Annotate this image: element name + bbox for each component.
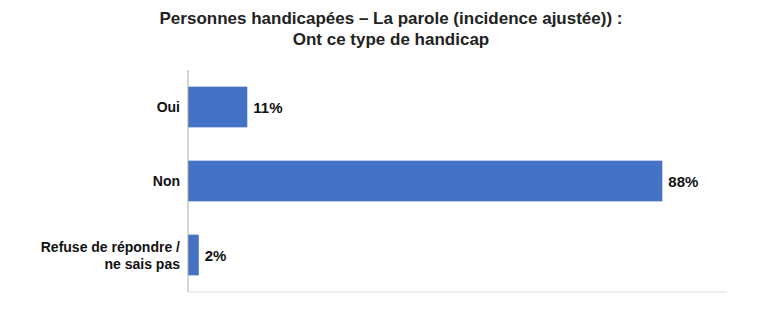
tick-label-line: Refuse de répondre / (41, 239, 180, 255)
tick-label: Non (153, 173, 180, 189)
title: Personnes handicapées – La parole (incid… (160, 9, 623, 49)
tick-label-line: Non (153, 173, 180, 189)
background (0, 0, 782, 311)
title-line: Ont ce type de handicap (293, 30, 490, 49)
chart-container: Personnes handicapées – La parole (incid… (0, 0, 782, 311)
tick-label-line: ne sais pas (105, 256, 181, 272)
tick-label: Oui (157, 99, 180, 115)
tick-label: Refuse de répondre /ne sais pas (41, 239, 180, 272)
bar (188, 161, 662, 202)
y-axis (188, 70, 189, 292)
chart: Personnes handicapées – La parole (incid… (0, 0, 782, 311)
title-line: Personnes handicapées – La parole (incid… (160, 9, 623, 28)
bars (188, 87, 662, 276)
x-axis (188, 292, 727, 293)
tick-label-line: Oui (157, 99, 180, 115)
data-label: 88% (668, 173, 698, 190)
data-label: 11% (253, 99, 282, 116)
bar (188, 87, 247, 128)
data-label: 2% (205, 247, 227, 264)
bar (188, 235, 199, 276)
